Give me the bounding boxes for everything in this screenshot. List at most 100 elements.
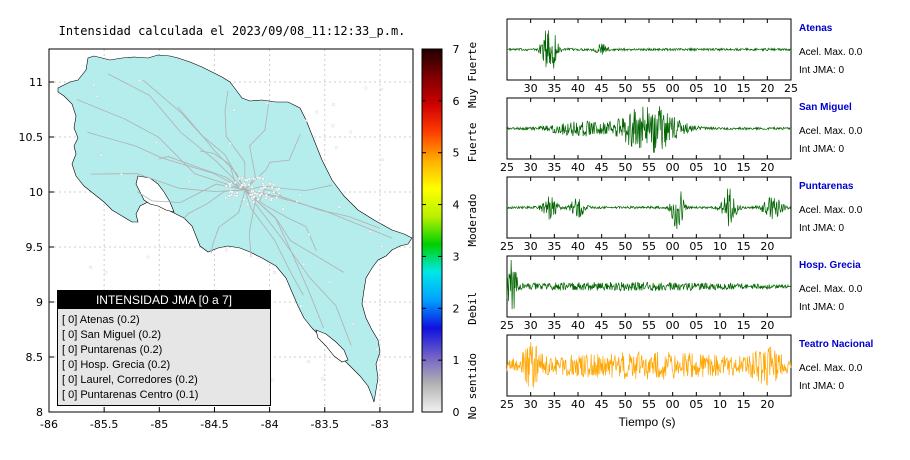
map-x-tick-label: -85: [150, 418, 168, 431]
station-dot: [273, 271, 276, 274]
time-tick-label: 10: [713, 82, 727, 95]
map-x-tick-label: -84.5: [200, 418, 228, 431]
station-dot: [242, 182, 246, 185]
time-tick-label: 35: [547, 82, 561, 95]
waveform-trace: [506, 342, 792, 388]
colorbar-category-label: Moderado: [466, 194, 479, 247]
intensity-colorbar: 0 1 2 3 4 5 6 7 Muy Fuerte Fuerte Moderado Debil No…: [421, 42, 479, 419]
time-tick-label: 30: [524, 161, 538, 174]
time-tick-label: 50: [618, 161, 632, 174]
station-dot: [263, 186, 267, 189]
time-tick-label: 55: [642, 319, 656, 332]
station-dot: [305, 119, 308, 122]
colorbar-gradient: [421, 48, 443, 413]
station-dot: [228, 142, 232, 145]
station-dot: [188, 180, 191, 183]
time-tick-label: 20: [760, 161, 774, 174]
seismogram-panel: 25 30 35 40 45 50 55 00 05 10 15 20: [500, 176, 792, 253]
map-x-tick-label: -85.5: [90, 418, 118, 431]
time-tick-label: 10: [713, 240, 727, 253]
road: [244, 189, 304, 296]
seismogram-panels: 30 35 40 45 50 55 00 05 10 15 20 25 25 30 35 40 45 50 55 00…: [500, 18, 798, 411]
station-dot: [328, 280, 331, 284]
station-dot: [258, 190, 261, 193]
golfo-dulce: [315, 329, 349, 363]
station-dot: [104, 271, 108, 274]
map-y-tick-label: 9: [36, 296, 43, 309]
station-name: Hosp. Grecia: [799, 260, 861, 271]
road: [244, 133, 301, 191]
road: [244, 189, 324, 328]
time-tick-label: 35: [547, 240, 561, 253]
station-dot: [302, 262, 306, 266]
time-tick-label: 40: [571, 161, 585, 174]
map-x-tick-label: -83: [371, 418, 389, 431]
map-y-tick-label: 11: [29, 76, 43, 89]
map-y-tick-labels: 11 10.5 10 9.5 9 8.5 8: [19, 76, 44, 419]
map-x-tick-label: -86: [40, 418, 58, 431]
time-tick-label: 20: [760, 82, 774, 95]
costa-rica-land: [57, 54, 413, 403]
station-dot: [230, 190, 234, 194]
time-tick-label: 25: [500, 319, 514, 332]
time-tick-label: 10: [713, 161, 727, 174]
station-dot: [253, 191, 256, 195]
time-tick-label: 45: [595, 161, 609, 174]
time-tick-label: 45: [595, 319, 609, 332]
station-dot: [89, 266, 92, 269]
station-dot: [252, 195, 256, 199]
map-y-tick-label: 10: [29, 186, 43, 199]
time-tick-label: 20: [760, 319, 774, 332]
station-dot: [120, 173, 123, 176]
colorbar-tick-label: 4: [453, 199, 460, 212]
time-tick-label: 45: [595, 398, 609, 411]
map-x-tick-labels: -86 -85.5 -85 -84.5 -84 -83.5 -83: [40, 418, 389, 431]
time-tick-label: 30: [524, 240, 538, 253]
time-tick-label: 30: [524, 398, 538, 411]
waveform-trace: [506, 106, 792, 153]
legend-item: [ 0] Laurel, Corredores (0.2): [62, 374, 198, 386]
station-dot: [331, 124, 335, 128]
road: [210, 189, 246, 254]
station-dot: [264, 196, 268, 200]
colorbar-ticks: [422, 48, 442, 413]
time-tick-label: 55: [642, 240, 656, 253]
colorbar-tick-label: 6: [453, 95, 460, 108]
station-dot: [224, 196, 227, 200]
station-dot: [380, 245, 383, 248]
time-tick-label: 05: [689, 161, 703, 174]
station-dot: [239, 185, 242, 189]
station-dot: [246, 203, 249, 206]
station-dot: [230, 193, 233, 197]
intensity-legend: INTENSIDAD JMA [0 a 7] [ 0] Atenas (0.2)…: [57, 290, 271, 406]
colorbar-category-labels: Muy Fuerte Fuerte Moderado Debil No sentido: [466, 42, 479, 419]
time-tick-label: 45: [595, 240, 609, 253]
station-dot: [238, 177, 241, 180]
time-tick-label: 30: [524, 82, 538, 95]
waveform-trace: [506, 30, 792, 69]
road: [244, 189, 352, 346]
station-dot: [338, 205, 341, 209]
time-tick-label: 45: [595, 82, 609, 95]
station-max-accel: Acel. Max. 0.0: [799, 205, 863, 216]
station-dot: [236, 191, 239, 195]
time-tick-label: 25: [500, 398, 514, 411]
station-dot: [256, 192, 259, 195]
road: [244, 189, 393, 239]
station-dot: [225, 184, 228, 188]
time-tick-label: 15: [737, 240, 751, 253]
station-dot: [375, 348, 379, 351]
colorbar-category-label: No sentido: [466, 353, 479, 419]
map-y-tick-label: 8.5: [26, 351, 44, 364]
station-intensity: Int JMA: 0: [799, 223, 845, 234]
map-y-tick-label: 9.5: [26, 241, 44, 254]
station-max-accel: Acel. Max. 0.0: [799, 363, 863, 374]
time-axis-label: Tiempo (s): [619, 415, 676, 429]
station-dot: [315, 110, 318, 114]
time-tick-label: 40: [571, 319, 585, 332]
colorbar-category-label: Muy Fuerte: [466, 42, 479, 108]
station-dot: [380, 87, 383, 91]
road: [244, 104, 269, 191]
colorbar-tick-label: 5: [453, 147, 460, 160]
